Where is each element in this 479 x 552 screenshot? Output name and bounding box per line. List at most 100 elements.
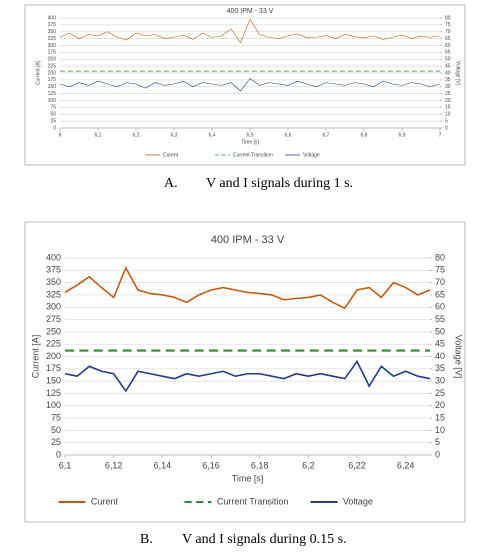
y2-tick-label: 0 [435, 449, 440, 459]
y2-tick-label: 80 [435, 252, 445, 262]
legend-label: Curent [163, 152, 179, 158]
y-tick-label: 275 [46, 314, 61, 324]
x-tick-label: 6,1 [95, 132, 102, 138]
caption-label: B. [140, 532, 153, 547]
y-tick-label: 175 [46, 363, 61, 373]
y2-tick-label: 75 [445, 22, 451, 28]
x-tick-label: 6,7 [323, 132, 330, 138]
y-tick-label: 200 [46, 351, 61, 361]
y2-tick-label: 30 [435, 376, 445, 386]
y-tick-label: 300 [46, 302, 61, 312]
y-tick-label: 0 [56, 449, 61, 459]
y-tick-label: 150 [48, 84, 57, 90]
y2-tick-label: 15 [435, 412, 445, 422]
y2-tick-label: 50 [445, 57, 451, 63]
y2-tick-label: 65 [435, 289, 445, 299]
y-tick-label: 100 [48, 98, 57, 104]
series-line [64, 265, 431, 310]
y2-tick-label: 60 [445, 43, 451, 49]
y-tick-label: 300 [48, 43, 57, 49]
y2-tick-label: 35 [435, 363, 445, 373]
caption: B. V and I signals during 0.15 s. [0, 532, 479, 552]
y-tick-label: 125 [46, 388, 61, 398]
y2-tick-label: 50 [435, 326, 445, 336]
y-tick-label: 25 [51, 437, 61, 447]
y2-tick-label: 25 [435, 388, 445, 398]
x-tick-label: 6,1 [59, 460, 72, 470]
chart-title: 400 IPM - 33 V [211, 234, 285, 246]
y2-tick-label: 35 [445, 77, 451, 83]
x-axis-title: Time [s] [232, 473, 264, 483]
y-tick-label: 400 [46, 252, 61, 262]
x-tick-label: 6,2 [133, 132, 140, 138]
y2-tick-label: 40 [445, 70, 451, 76]
y2-tick-label: 5 [445, 118, 448, 124]
series-line [64, 359, 431, 393]
x-tick-label: 6,14 [154, 460, 172, 470]
y2-tick-label: 60 [435, 302, 445, 312]
x-tick-label: 7 [439, 132, 442, 138]
y-tick-label: 0 [53, 125, 56, 131]
x-tick-label: 6,16 [202, 460, 220, 470]
y-tick-label: 50 [50, 112, 56, 118]
y2-tick-label: 55 [435, 314, 445, 324]
chart-frame [24, 221, 466, 523]
y-tick-label: 125 [48, 91, 57, 97]
y-tick-label: 200 [48, 70, 57, 76]
y-axis-title: Current [A] [35, 60, 41, 85]
legend-label: Current Transition [233, 152, 273, 158]
y2-tick-label: 80 [445, 15, 451, 21]
y-tick-label: 375 [48, 22, 57, 28]
x-tick-label: 6,8 [361, 132, 368, 138]
y2-tick-label: 45 [445, 63, 451, 69]
y-tick-label: 325 [46, 289, 61, 299]
y2-tick-label: 20 [435, 400, 445, 410]
y2-tick-label: 40 [435, 351, 445, 361]
y2-tick-label: 20 [445, 98, 451, 104]
x-tick-label: 6,4 [209, 132, 216, 138]
y-tick-label: 375 [46, 265, 61, 275]
legend-label: Voltage [303, 152, 320, 158]
y-tick-label: 150 [46, 376, 61, 386]
caption: A. V and I signals during 1 s. [0, 176, 479, 196]
caption-text: V and I signals during 0.15 s. [182, 532, 347, 547]
y2-axis-title: Voltage [V] [454, 335, 464, 379]
y-tick-label: 50 [51, 425, 61, 435]
x-tick-label: 6,24 [397, 460, 415, 470]
y-tick-label: 25 [50, 118, 56, 124]
y-tick-label: 325 [48, 36, 57, 42]
y-tick-label: 400 [48, 15, 57, 21]
y2-tick-label: 55 [445, 50, 451, 56]
y2-axis-title: Voltage [V] [455, 61, 461, 86]
series-line [59, 18, 441, 44]
y2-tick-label: 45 [435, 339, 445, 349]
chart-title: 400 IPM - 33 V [227, 8, 274, 15]
y-tick-label: 350 [46, 277, 61, 287]
y-tick-label: 75 [51, 412, 61, 422]
y-tick-label: 225 [46, 339, 61, 349]
x-tick-label: 6,18 [251, 460, 269, 470]
y2-tick-label: 65 [445, 36, 451, 42]
y2-tick-label: 15 [445, 105, 451, 111]
caption-label: A. [164, 176, 178, 191]
x-tick-label: 6,22 [348, 460, 366, 470]
y2-tick-label: 70 [435, 277, 445, 287]
y2-tick-label: 10 [445, 112, 451, 118]
y-tick-label: 75 [50, 105, 56, 111]
y-tick-label: 225 [48, 63, 57, 69]
y2-tick-label: 70 [445, 29, 451, 35]
y-tick-label: 250 [48, 57, 57, 63]
x-tick-label: 6,6 [285, 132, 292, 138]
x-tick-label: 6,12 [105, 460, 123, 470]
y-tick-label: 350 [48, 29, 57, 35]
y2-tick-label: 25 [445, 91, 451, 97]
x-axis-title: Time [s] [241, 139, 259, 145]
y2-tick-label: 30 [445, 84, 451, 90]
y-axis-title: Current [A] [30, 335, 40, 379]
y2-tick-label: 0 [445, 125, 448, 131]
legend-label: Curent [91, 496, 119, 506]
x-tick-label: 6,5 [247, 132, 254, 138]
y-tick-label: 175 [48, 77, 57, 83]
